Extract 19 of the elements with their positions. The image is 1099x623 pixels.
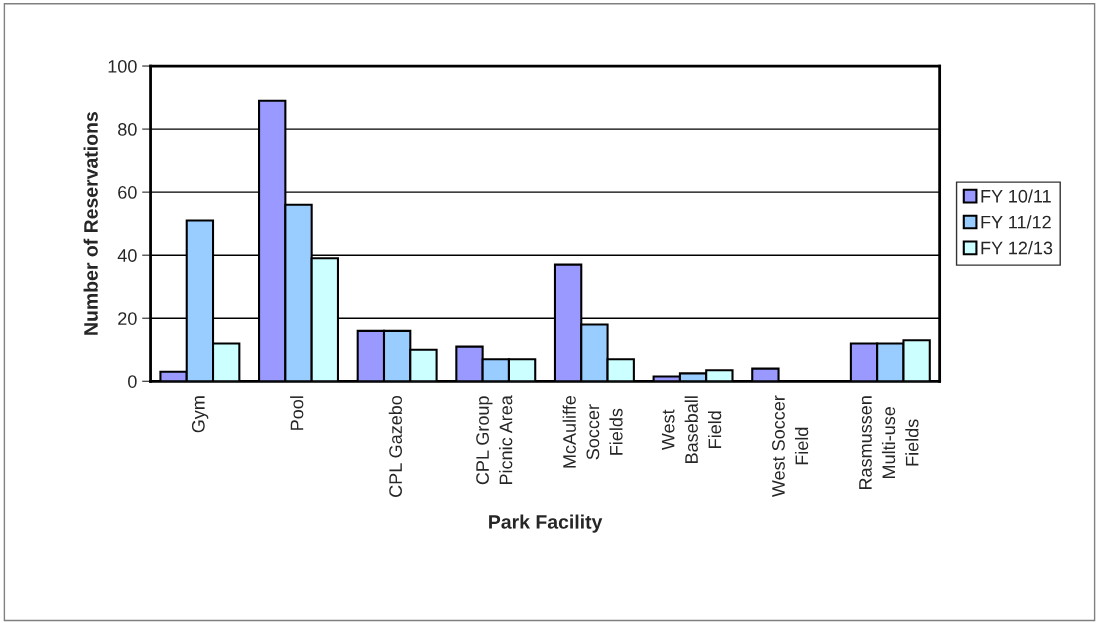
x-tick-label: Rasmussen Multi-use Fields [859,396,919,490]
x-tick-label: CPL Gazebo [388,395,402,497]
x-tick-label: West Baseball Field [661,396,722,463]
legend-label: FY 11/12 [981,215,1051,229]
y-tick-label: 40 [117,249,137,262]
x-tick-label: Pool [290,396,304,430]
x-tick-label: Gym [191,396,209,433]
y-tick-label: 20 [118,312,137,325]
x-axis-title: Park Facility [489,514,603,533]
legend-label: FY 12/13 [981,241,1053,255]
legend-label: FY 10/11 [981,189,1051,203]
y-tick-label: 80 [118,123,137,136]
y-tick-label: 0 [128,375,137,388]
y-tick-label: 100 [108,59,137,73]
x-tick-label: CPL Group Picnic Area [476,395,513,485]
x-tick-label: McAuliffe Soccer Fields [562,395,623,468]
y-tick-label: 60 [118,186,137,199]
y-axis-title: Number of Reservations [83,112,98,335]
x-tick-label: West Soccer Field [772,395,809,498]
